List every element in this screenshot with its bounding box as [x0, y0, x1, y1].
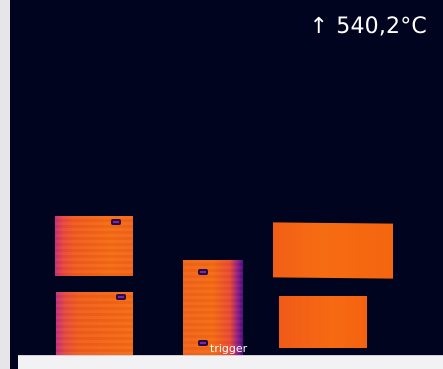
hotspot-marker: [111, 219, 121, 225]
arrow-up-icon: ↑: [309, 13, 329, 39]
hot-object-bottom-right: [279, 296, 367, 348]
max-temperature-value: 540,2°C: [336, 14, 427, 39]
hot-object-bottom-left: [56, 292, 133, 358]
trigger-label: trigger: [210, 342, 248, 355]
trigger-bar[interactable]: [18, 355, 443, 369]
hot-object-top-right: [273, 222, 393, 279]
thermal-image-view: ↑ 540,2°C trigger: [10, 0, 443, 369]
hot-object-center: [183, 260, 243, 358]
hot-object-top-left: [55, 216, 133, 276]
hotspot-marker: [198, 269, 208, 275]
max-temperature-readout: ↑ 540,2°C: [310, 14, 427, 39]
hotspot-marker: [116, 294, 126, 300]
hotspot-marker: [198, 340, 208, 346]
